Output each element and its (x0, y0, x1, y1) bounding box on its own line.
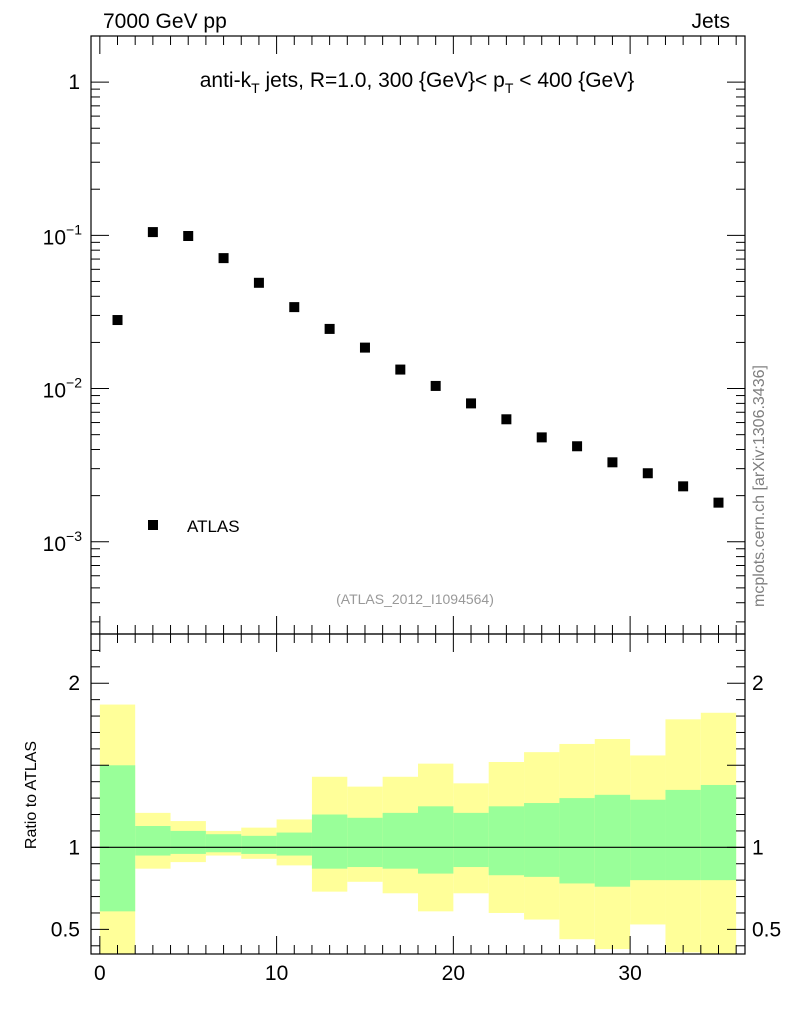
main-plot-frame (90, 35, 746, 635)
ratio-y-tick-label-right: 2 (752, 672, 764, 695)
data-point-marker (572, 441, 583, 452)
ratio-tick-labels: 2 2 1 1 0.5 0.5 0 10 20 30 (51, 672, 781, 985)
inner-uncertainty-band (524, 803, 560, 877)
data-point-marker (395, 364, 406, 375)
inner-uncertainty-band (382, 812, 418, 869)
x-tick-label: 30 (618, 962, 641, 985)
ratio-axis-ticks (91, 634, 745, 954)
data-point-marker (501, 414, 512, 425)
data-point-marker (678, 481, 689, 492)
data-point-marker (218, 253, 229, 264)
atlas-data-points (112, 227, 724, 508)
ratio-y-tick-label-left: 1 (68, 836, 80, 859)
x-tick-label: 20 (442, 962, 465, 985)
inner-uncertainty-band (170, 830, 206, 854)
ratio-y-axis-label: Ratio to ATLAS (23, 741, 40, 849)
ratio-y-tick-label-left: 0.5 (51, 918, 80, 941)
data-point-marker (324, 323, 335, 334)
inner-uncertainty-band (559, 798, 595, 884)
inner-uncertainty-band (311, 814, 348, 869)
legend-label-atlas: ATLAS (187, 517, 240, 536)
analysis-id-annotation: (ATLAS_2012_I1094564) (336, 591, 494, 607)
data-point-marker (430, 380, 441, 391)
inner-uncertainty-band (99, 765, 136, 912)
inner-uncertainty-band (241, 835, 277, 854)
data-point-marker (359, 342, 370, 353)
data-point-marker (642, 468, 653, 479)
y-tick-label: 10−3 (43, 528, 83, 556)
inner-uncertainty-band (135, 826, 171, 856)
ratio-y-tick-label-right: 0.5 (752, 918, 781, 941)
inner-uncertainty-band (488, 806, 525, 876)
inner-uncertainty-band (630, 799, 666, 881)
inner-uncertainty-band (276, 832, 312, 856)
inner-uncertainty-band (700, 784, 737, 881)
data-point-marker (183, 231, 194, 242)
data-point-marker (466, 398, 477, 409)
ratio-y-tick-label-right: 1 (752, 836, 764, 859)
ratio-y-tick-label-left: 2 (68, 672, 80, 695)
data-point-marker (112, 315, 123, 326)
data-point-marker (536, 432, 547, 443)
chart-title: anti-kT jets, R=1.0, 300 {GeV}< pT < 400… (200, 69, 635, 96)
ratio-plot-frame (90, 633, 746, 955)
inner-uncertainty-band (665, 789, 701, 881)
energy-label: 7000 GeV pp (103, 10, 227, 33)
data-point-marker (147, 227, 158, 238)
y-tick-label: 1 (68, 71, 80, 94)
inner-uncertainty-band (347, 817, 383, 868)
x-tick-label: 0 (94, 962, 106, 985)
inner-uncertainty-band (453, 812, 489, 868)
data-point-marker (607, 457, 618, 468)
jets-label: Jets (691, 10, 730, 33)
main-y-tick-labels: 1 10−1 10−2 10−3 (43, 71, 83, 556)
data-point-marker (253, 277, 264, 288)
inner-uncertainty-band (205, 834, 242, 853)
inner-uncertainty-band (594, 794, 631, 887)
y-tick-label: 10−2 (43, 375, 83, 403)
legend-marker (148, 520, 158, 530)
ratio-bands (99, 704, 737, 954)
y-tick-label: 10−1 (43, 221, 83, 249)
main-axis-ticks (91, 35, 745, 634)
data-point-marker (289, 302, 300, 313)
inner-uncertainty-band (418, 806, 454, 874)
x-tick-label: 10 (265, 962, 288, 985)
mcplots-side-label: mcplots.cern.ch [arXiv:1306.3436] (751, 365, 768, 607)
data-point-marker (713, 497, 724, 508)
